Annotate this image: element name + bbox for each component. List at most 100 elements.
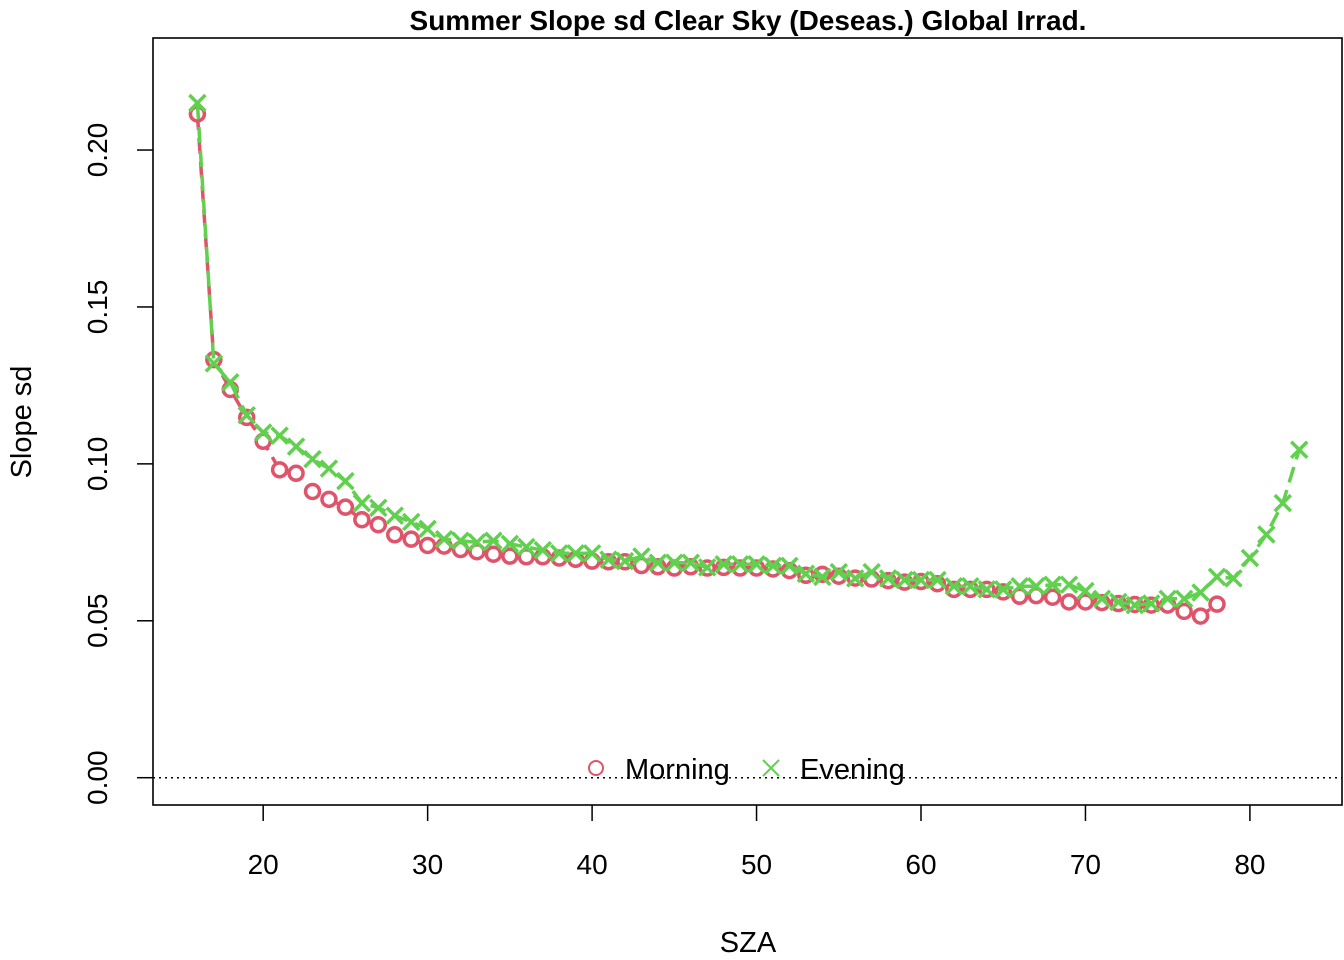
morning-point-78 <box>1208 595 1226 613</box>
x-tick-label-20: 20 <box>248 849 279 880</box>
x-tick-label-80: 80 <box>1234 849 1265 880</box>
evening-point-33 <box>467 533 487 552</box>
evening-cross-stroke <box>1158 589 1177 609</box>
evening-point-26 <box>352 493 372 513</box>
evening-cross-stroke <box>401 512 421 532</box>
morning-point-66 <box>1010 587 1029 606</box>
chart-title: Summer Slope sd Clear Sky (Deseas.) Glob… <box>410 5 1087 36</box>
x-tick-label-60: 60 <box>905 849 936 880</box>
evening-cross-stroke <box>1240 548 1260 568</box>
evening-cross-stroke <box>549 544 569 563</box>
evening-cross-stroke <box>1059 575 1079 594</box>
evening-cross-stroke <box>352 493 372 513</box>
evening-cross-stroke <box>484 531 503 550</box>
y-tick-label-0: 0.00 <box>82 750 113 805</box>
evening-point-70 <box>1076 581 1095 601</box>
evening-point-71 <box>1092 589 1112 609</box>
evening-point-53 <box>796 564 816 583</box>
evening-point-63 <box>961 577 980 596</box>
morning-point-26 <box>353 510 371 529</box>
y-tick-label-4: 0.20 <box>82 123 113 178</box>
evening-point-28 <box>385 506 404 525</box>
morning-point-34 <box>484 545 503 563</box>
evening-cross-stroke <box>1257 525 1276 544</box>
morning-point-22 <box>287 464 305 483</box>
evening-point-24 <box>319 459 339 478</box>
evening-cross-stroke <box>566 544 585 563</box>
y-tick-label-3: 0.15 <box>82 280 113 335</box>
evening-point-48 <box>714 555 733 574</box>
evening-point-19 <box>237 405 256 425</box>
evening-cross-stroke <box>730 555 750 574</box>
evening-cross-stroke <box>599 550 618 569</box>
legend: Morning Evening <box>588 754 905 786</box>
evening-cross-stroke <box>434 529 454 549</box>
morning-point-21 <box>270 461 289 479</box>
evening-cross-stroke <box>780 556 799 576</box>
evening-point-35 <box>500 534 520 554</box>
y-tick-label-1: 0.05 <box>82 594 113 649</box>
evening-point-36 <box>517 537 536 557</box>
evening-point-50 <box>747 555 766 574</box>
evening-point-21 <box>270 426 289 445</box>
evening-point-62 <box>944 577 964 596</box>
evening-point-67 <box>1026 577 1046 596</box>
evening-point-38 <box>549 544 569 563</box>
evening-cross-stroke <box>714 555 733 574</box>
legend-evening-marker <box>762 759 780 777</box>
evening-point-22 <box>286 437 306 456</box>
evening-cross-stroke <box>270 426 289 445</box>
evening-point-82 <box>1273 493 1293 513</box>
evening-point-45 <box>665 553 684 572</box>
evening-cross-stroke <box>533 540 552 560</box>
evening-point-42 <box>615 551 635 571</box>
evening-cross-stroke <box>648 553 668 572</box>
x-axis: 20 30 40 50 60 70 80 <box>248 805 1265 880</box>
y-tick-label-2: 0.10 <box>82 437 113 492</box>
evening-cross-stroke <box>418 519 437 539</box>
evening-point-37 <box>533 540 552 560</box>
evening-point-60 <box>911 570 931 590</box>
evening-point-68 <box>1043 575 1062 594</box>
x-tick-label-70: 70 <box>1070 849 1101 880</box>
evening-cross-stroke <box>829 562 849 582</box>
y-axis: 0.00 0.05 0.10 0.15 0.20 <box>82 123 153 805</box>
evening-cross-stroke <box>1125 595 1145 615</box>
evening-point-51 <box>763 556 783 576</box>
evening-cross-stroke <box>1273 493 1293 513</box>
evening-cross-stroke <box>1174 589 1194 609</box>
legend-morning-marker <box>588 760 604 776</box>
evening-point-43 <box>632 547 651 566</box>
morning-point-25 <box>336 498 355 516</box>
evening-point-16 <box>188 93 207 113</box>
evening-cross-stroke <box>632 547 651 566</box>
evening-cross-stroke <box>451 531 470 550</box>
evening-cross-stroke <box>878 569 898 588</box>
morning-point-36 <box>517 548 536 566</box>
evening-cross-stroke <box>1191 583 1210 602</box>
evening-cross-stroke <box>763 556 783 576</box>
evening-cross-stroke <box>336 471 355 491</box>
evening-cross-stroke <box>286 437 306 456</box>
legend-cross-stroke <box>762 759 780 777</box>
evening-point-31 <box>434 529 454 549</box>
evening-cross-stroke <box>253 423 273 442</box>
evening-cross-stroke <box>1109 592 1128 612</box>
evening-cross-stroke <box>747 555 766 574</box>
evening-cross-stroke <box>697 558 717 577</box>
evening-point-44 <box>648 553 668 572</box>
evening-cross-stroke <box>796 564 816 583</box>
evening-point-64 <box>977 580 997 599</box>
evening-point-30 <box>418 519 437 539</box>
morning-point-76 <box>1175 602 1193 621</box>
evening-cross-stroke <box>517 537 536 557</box>
evening-point-78 <box>1207 567 1227 587</box>
evening-cross-stroke <box>303 449 322 469</box>
evening-point-72 <box>1109 592 1128 612</box>
evening-point-49 <box>730 555 750 574</box>
evening-point-83 <box>1290 440 1309 459</box>
evening-cross-stroke <box>582 544 602 563</box>
evening-point-74 <box>1141 594 1161 613</box>
evening-cross-stroke <box>615 551 635 571</box>
